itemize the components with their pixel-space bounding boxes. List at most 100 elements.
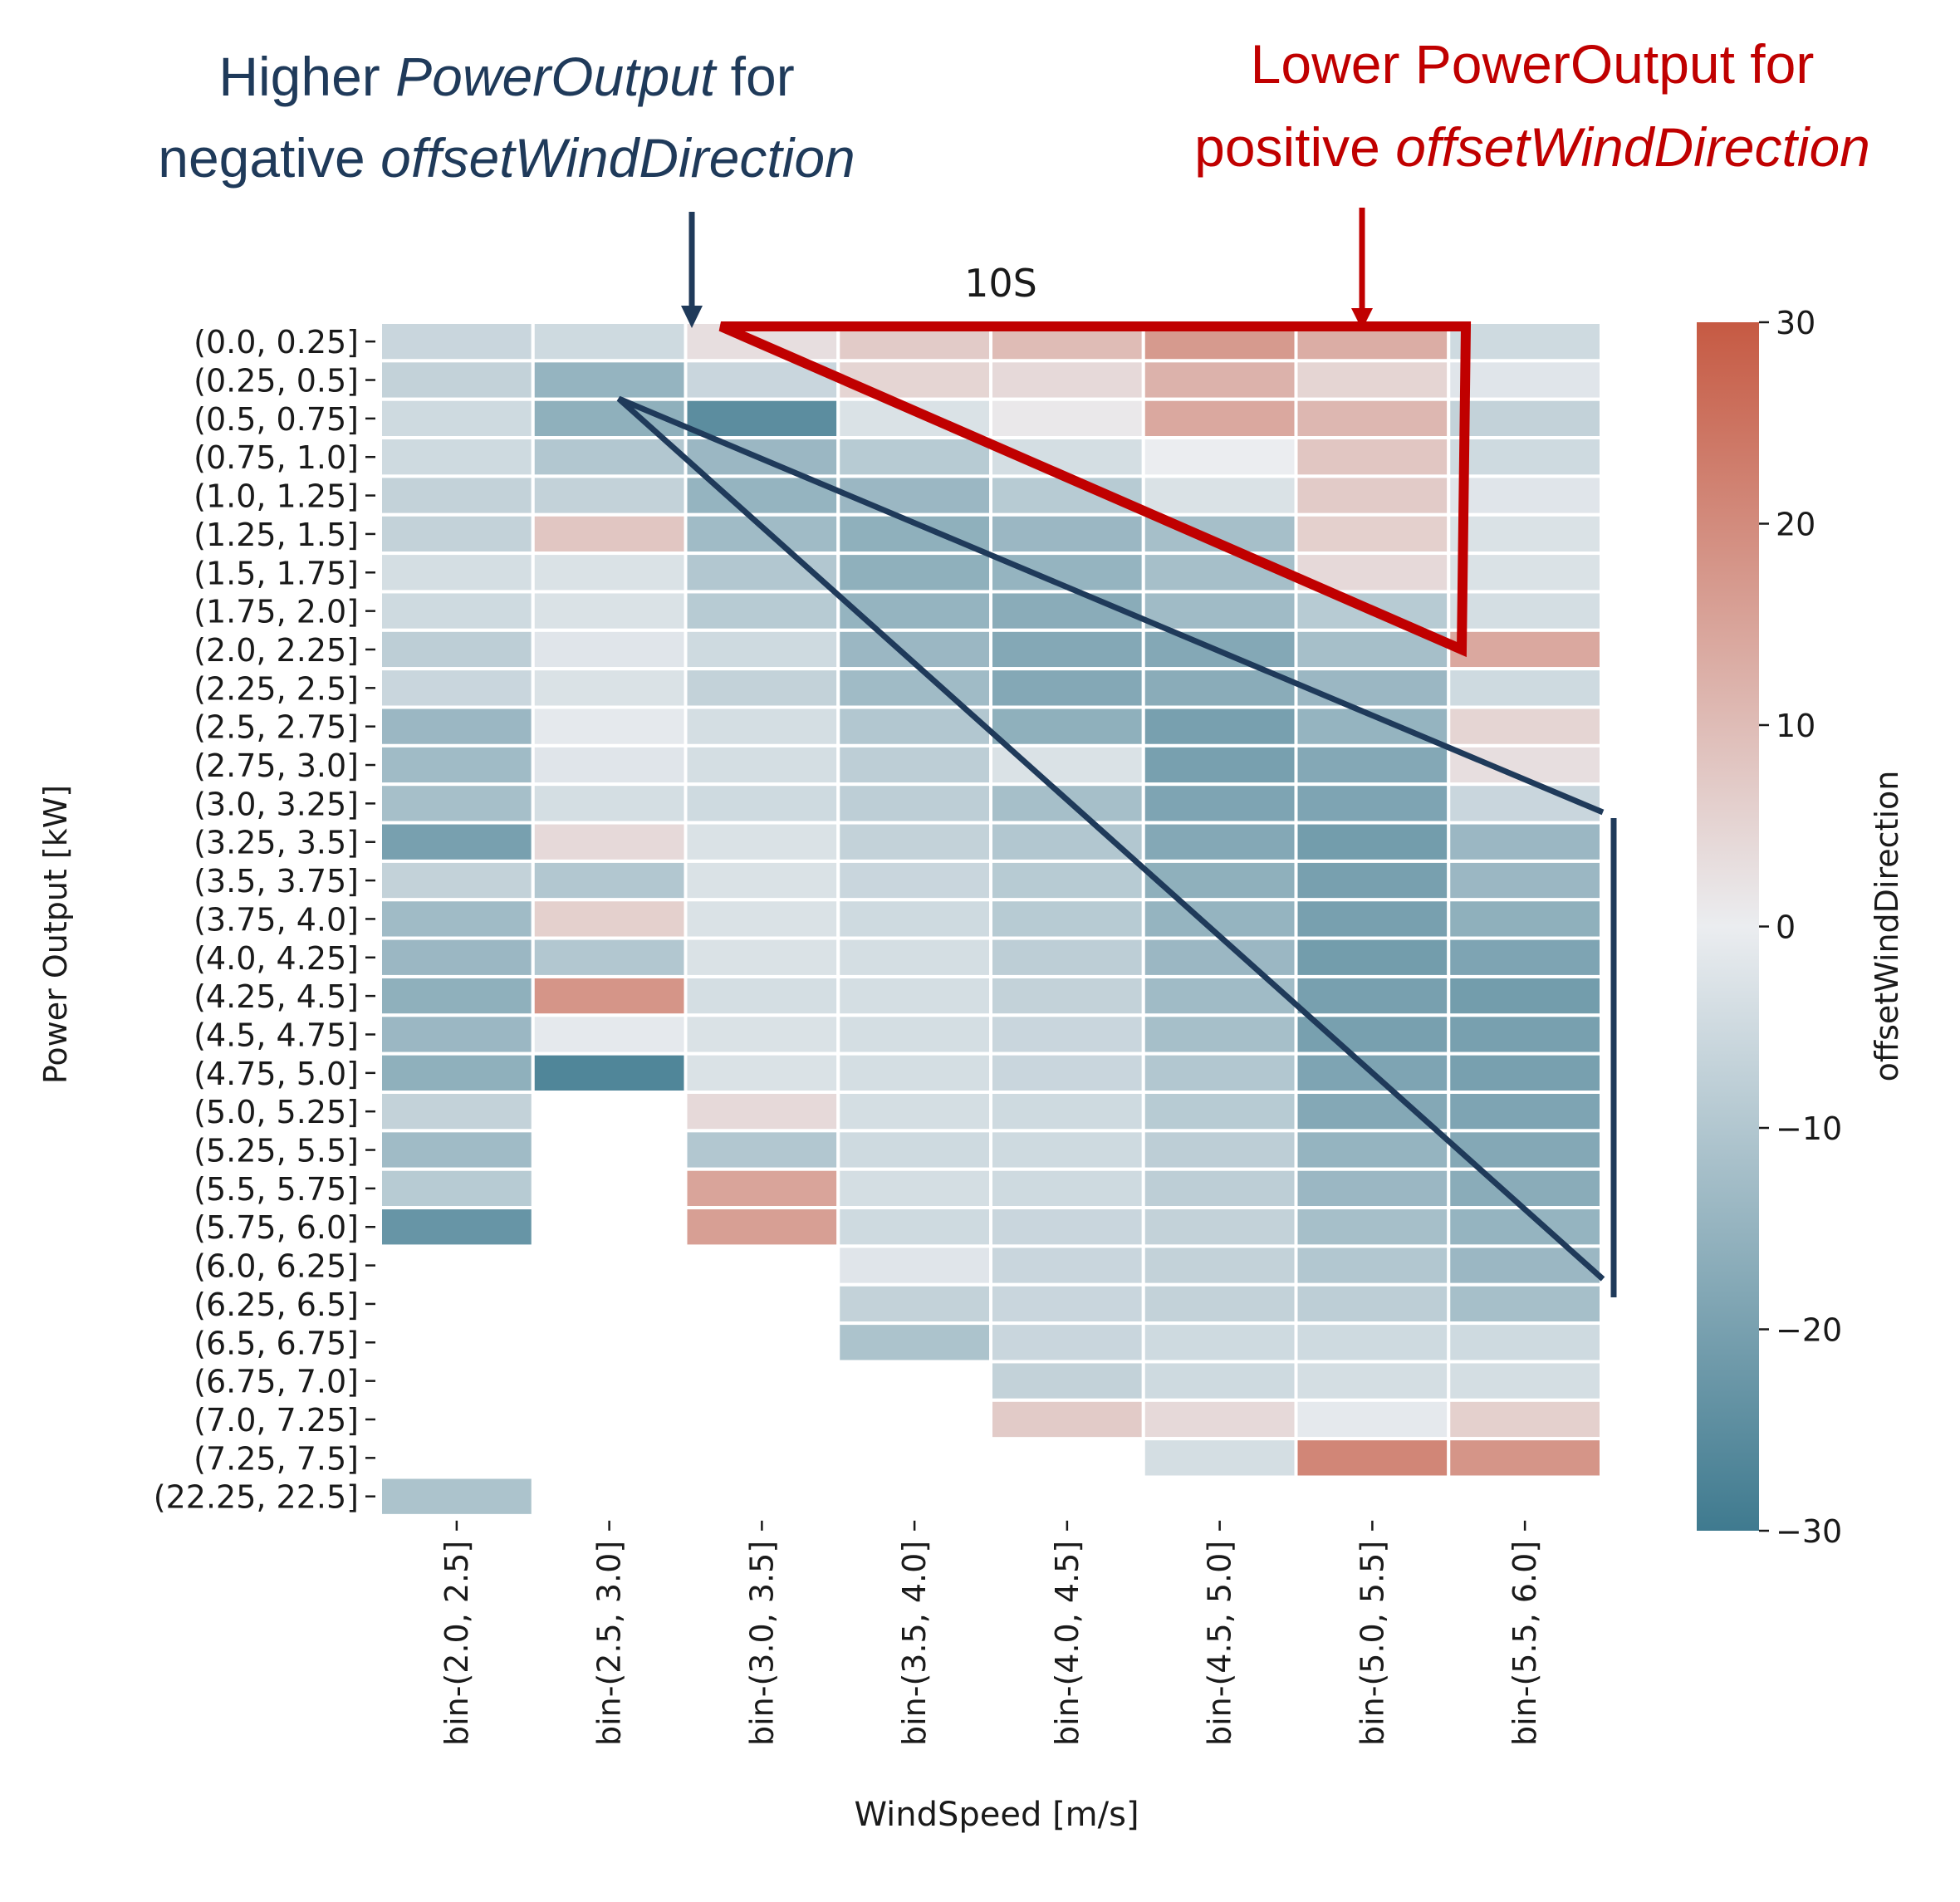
- heatmap-cell: [1294, 436, 1451, 478]
- heatmap-cell: [1294, 667, 1451, 709]
- y-tick-label: (3.5, 3.75]: [194, 863, 359, 900]
- y-tick-label: (4.5, 4.75]: [194, 1017, 359, 1053]
- heatmap-cell: [1141, 1282, 1298, 1326]
- heatmap-cell: [531, 1013, 688, 1056]
- heatmap-cell: [1447, 936, 1603, 978]
- arrow-negative-head: [681, 306, 703, 328]
- heatmap-cell: [836, 1321, 992, 1364]
- y-tick-label: (1.25, 1.5]: [194, 517, 359, 553]
- y-tick-label: (6.75, 7.0]: [194, 1364, 359, 1400]
- heatmap-cell: [1141, 1167, 1298, 1210]
- negative-offset-wedge: [616, 395, 1605, 1282]
- y-tick-label: (2.75, 3.0]: [194, 748, 359, 784]
- heatmap-cell: [989, 1091, 1145, 1133]
- heatmap-cell: [379, 551, 535, 594]
- heatmap-cell: [989, 667, 1145, 709]
- heatmap-cell: [1447, 1244, 1603, 1287]
- heatmap-cell: [684, 1013, 840, 1056]
- heatmap-cell: [379, 743, 535, 787]
- heatmap-cell: [379, 359, 535, 401]
- heatmap-cell: [1447, 474, 1603, 517]
- heatmap-cell: [989, 974, 1145, 1017]
- y-tick-label: (6.25, 6.5]: [194, 1287, 359, 1323]
- heatmap-cell: [1294, 1167, 1451, 1210]
- y-tick-label: (0.25, 0.5]: [194, 363, 359, 400]
- y-tick-label: (1.75, 2.0]: [194, 594, 359, 630]
- arrow-positive-head: [1351, 308, 1373, 330]
- y-tick-label: (5.75, 6.0]: [194, 1209, 359, 1246]
- heatmap-cell: [1141, 1206, 1298, 1248]
- heatmap-cell: [989, 1282, 1145, 1326]
- heatmap-cell: [1447, 974, 1603, 1017]
- heatmap-cell: [379, 667, 535, 709]
- heatmap-cell: [684, 590, 840, 632]
- heatmap-cell: [379, 628, 535, 671]
- y-tick-label: (0.5, 0.75]: [194, 401, 359, 438]
- heatmap-cell: [1141, 436, 1298, 478]
- heatmap-cell: [684, 1129, 840, 1171]
- heatmap-cell: [1447, 898, 1603, 940]
- heatmap-cell: [379, 397, 535, 440]
- heatmap-cell: [836, 590, 992, 632]
- heatmap-cell: [989, 1051, 1145, 1095]
- x-tick-label: bin-(2.0, 2.5]: [439, 1541, 475, 1746]
- y-tick-label: (0.75, 1.0]: [194, 439, 359, 476]
- heatmap-cell: [531, 359, 688, 401]
- heatmap-cell: [989, 898, 1145, 940]
- y-tick-label: (4.75, 5.0]: [194, 1056, 359, 1092]
- heatmap-cell: [836, 474, 992, 517]
- heatmap-cell: [684, 667, 840, 709]
- chart-title: 10S: [964, 261, 1037, 306]
- heatmap-cell: [836, 1282, 992, 1326]
- x-tick-label: bin-(3.0, 3.5]: [743, 1541, 780, 1746]
- heatmap-cell: [379, 1129, 535, 1171]
- heatmap-cell: [1141, 743, 1298, 787]
- heatmap-cell: [836, 1129, 992, 1171]
- heatmap-cell: [1141, 474, 1298, 517]
- heatmap-cell: [1141, 1360, 1298, 1402]
- heatmap-cell: [379, 1475, 535, 1517]
- heatmap-cell: [1294, 397, 1451, 440]
- heatmap-cell: [1141, 1244, 1298, 1287]
- heatmap-cell: [1447, 397, 1603, 440]
- x-tick-label: bin-(2.5, 3.0]: [591, 1541, 628, 1746]
- heatmap-cell: [989, 359, 1145, 401]
- heatmap-cell: [684, 397, 840, 440]
- heatmap-cell: [1447, 1360, 1603, 1402]
- heatmap-cell: [379, 590, 535, 632]
- heatmap-cell: [989, 936, 1145, 978]
- heatmap-cell: [1294, 821, 1451, 863]
- heatmap-cell: [1294, 974, 1451, 1017]
- heatmap-cell: [836, 667, 992, 709]
- heatmap-cell: [1294, 1129, 1451, 1171]
- heatmap-cell: [1294, 1244, 1451, 1287]
- heatmap-cell: [1447, 1398, 1603, 1441]
- heatmap-cells: [379, 321, 1603, 1517]
- heatmap-cell: [1141, 1437, 1298, 1479]
- heatmap-cell: [684, 1167, 840, 1210]
- y-tick-label: (2.5, 2.75]: [194, 709, 359, 746]
- y-tick-label: (2.0, 2.25]: [194, 632, 359, 669]
- heatmap-cell: [1447, 551, 1603, 594]
- heatmap-cell: [379, 974, 535, 1017]
- y-tick-label: (22.25, 22.5]: [154, 1479, 359, 1516]
- heatmap-cell: [1294, 474, 1451, 517]
- colorbar-tick-label: 10: [1776, 708, 1815, 744]
- y-tick-label: (1.0, 1.25]: [194, 478, 359, 515]
- x-tick-label: bin-(5.5, 6.0]: [1507, 1541, 1543, 1746]
- heatmap-cell: [684, 1206, 840, 1248]
- colorbar: [1697, 322, 1759, 1531]
- heatmap-cell: [379, 782, 535, 825]
- heatmap-cell: [1447, 1321, 1603, 1364]
- heatmap-cell: [531, 974, 688, 1017]
- heatmap-cell: [1141, 821, 1298, 863]
- heatmap-cell: [836, 974, 992, 1017]
- x-tick-label: bin-(4.5, 5.0]: [1202, 1541, 1238, 1746]
- heatmap-cell: [836, 782, 992, 825]
- heatmap-cell: [379, 1091, 535, 1133]
- heatmap-cell: [531, 321, 688, 363]
- colorbar-tick-label: 0: [1776, 909, 1796, 946]
- heatmap-cell: [989, 1206, 1145, 1248]
- heatmap-cell: [1447, 821, 1603, 863]
- heatmap-cell: [1447, 1437, 1603, 1479]
